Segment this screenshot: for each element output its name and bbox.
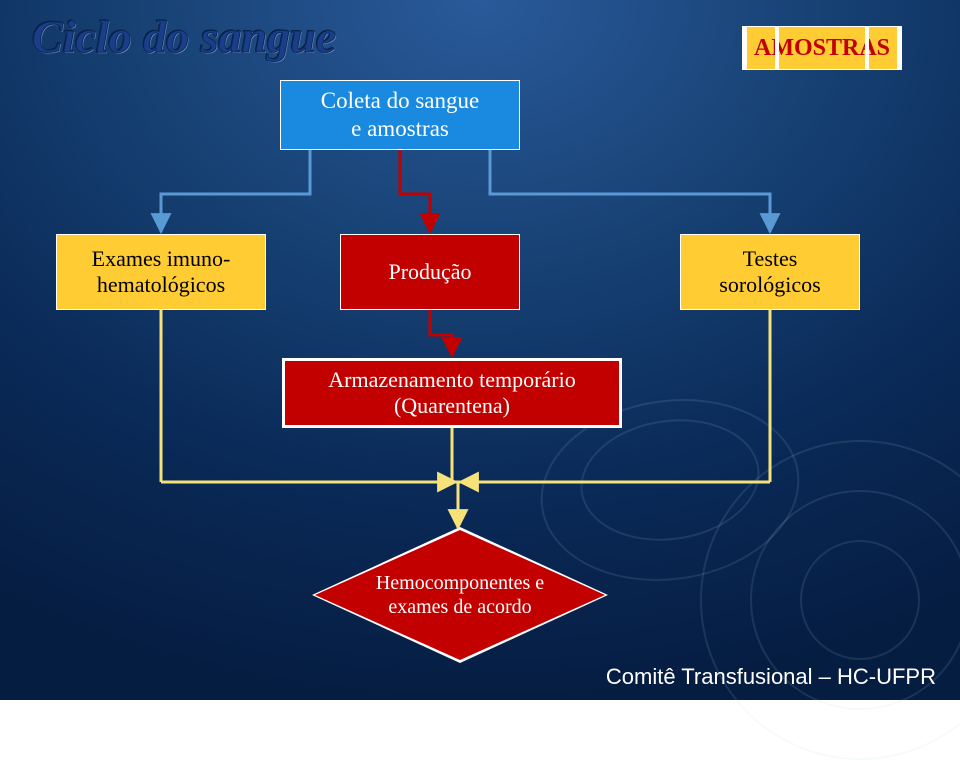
node-producao: Produção: [340, 234, 520, 310]
node-exames: Exames imuno- hematológicos: [56, 234, 266, 310]
badge-label: AMOSTRAS: [754, 35, 890, 62]
node-testes: Testes sorológicos: [680, 234, 860, 310]
page-title: Ciclo do sangue: [32, 10, 336, 63]
node-coleta: Coleta do sangue e amostras: [280, 80, 520, 150]
node-label: Coleta do sangue e amostras: [321, 87, 479, 142]
node-label: Testes sorológicos: [719, 246, 820, 299]
node-label: Hemocomponentes e exames de acordo: [315, 530, 605, 660]
node-armazenamento: Armazenamento temporário (Quarentena): [282, 358, 622, 428]
footer-text: Comitê Transfusional – HC-UFPR: [606, 664, 936, 690]
node-label: Armazenamento temporário (Quarentena): [328, 367, 575, 420]
node-decisao: Hemocomponentes e exames de acordo: [315, 530, 605, 660]
node-label: Produção: [388, 259, 471, 285]
ripple-decoration: [800, 540, 920, 660]
badge-amostras: AMOSTRAS: [742, 26, 902, 70]
node-label: Exames imuno- hematológicos: [92, 246, 231, 299]
